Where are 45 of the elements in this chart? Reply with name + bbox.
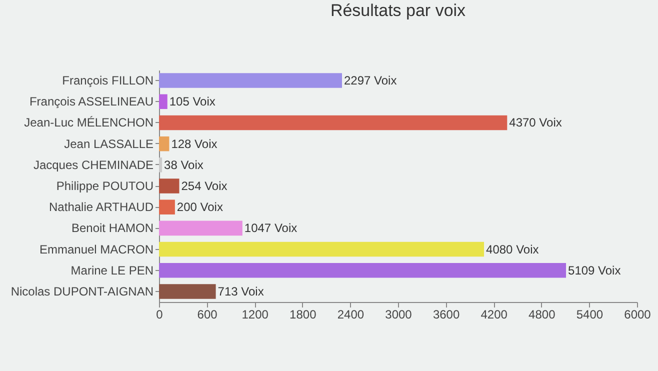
data-label: 713 Voix [218, 284, 264, 298]
y-tick-label: Nathalie ARTHAUD [49, 200, 154, 214]
x-tick-label: 5400 [576, 308, 604, 322]
y-tick-label: François ASSELINEAU [29, 94, 154, 109]
data-label: 38 Voix [164, 158, 204, 172]
data-label: 105 Voix [169, 94, 216, 109]
data-label: 254 Voix [181, 179, 228, 193]
data-label: 1047 Voix [244, 221, 298, 236]
x-tick-label: 600 [197, 308, 218, 322]
x-tick-label: 2400 [337, 308, 364, 322]
x-tick-label: 1800 [290, 308, 317, 322]
bar [159, 284, 216, 299]
y-tick-label: Nicolas DUPONT-AIGNAN [10, 284, 154, 298]
data-label: 200 Voix [176, 200, 223, 214]
bar [159, 115, 508, 130]
x-tick-label: 6000 [624, 308, 652, 322]
bar [159, 158, 162, 172]
bar [159, 94, 168, 110]
x-tick-label: 3000 [385, 308, 412, 322]
y-tick-label: Jean-Luc MÉLENCHON [24, 116, 154, 130]
chart-title: Résultats par voix [330, 1, 466, 20]
y-tick-label: Jean LASSALLE [64, 136, 154, 151]
bar [159, 73, 342, 88]
bar [159, 220, 242, 236]
data-label: 4370 Voix [509, 116, 562, 130]
bar [159, 262, 566, 278]
y-tick-label: Emmanuel MACRON [39, 242, 154, 256]
x-tick-label: 4200 [480, 308, 508, 322]
y-tick-label: Philippe POUTOU [56, 179, 154, 193]
bar [159, 178, 180, 194]
y-tick-label: Marine LE PEN [70, 263, 154, 278]
y-tick-label: Benoit HAMON [71, 221, 154, 236]
x-tick-label: 1200 [242, 308, 269, 322]
bar [159, 242, 484, 257]
x-tick-label: 3600 [432, 308, 460, 322]
data-label: 5109 Voix [568, 263, 621, 278]
bar [159, 200, 175, 214]
x-tick-label: 4800 [528, 308, 556, 322]
data-label: 2297 Voix [344, 74, 397, 88]
x-tick-label: 0 [156, 308, 164, 322]
y-tick-label: François FILLON [62, 74, 154, 88]
data-label: 128 Voix [171, 136, 218, 151]
bar [159, 136, 170, 152]
data-label: 4080 Voix [486, 242, 539, 256]
y-tick-label: Jacques CHEMINADE [33, 158, 154, 172]
